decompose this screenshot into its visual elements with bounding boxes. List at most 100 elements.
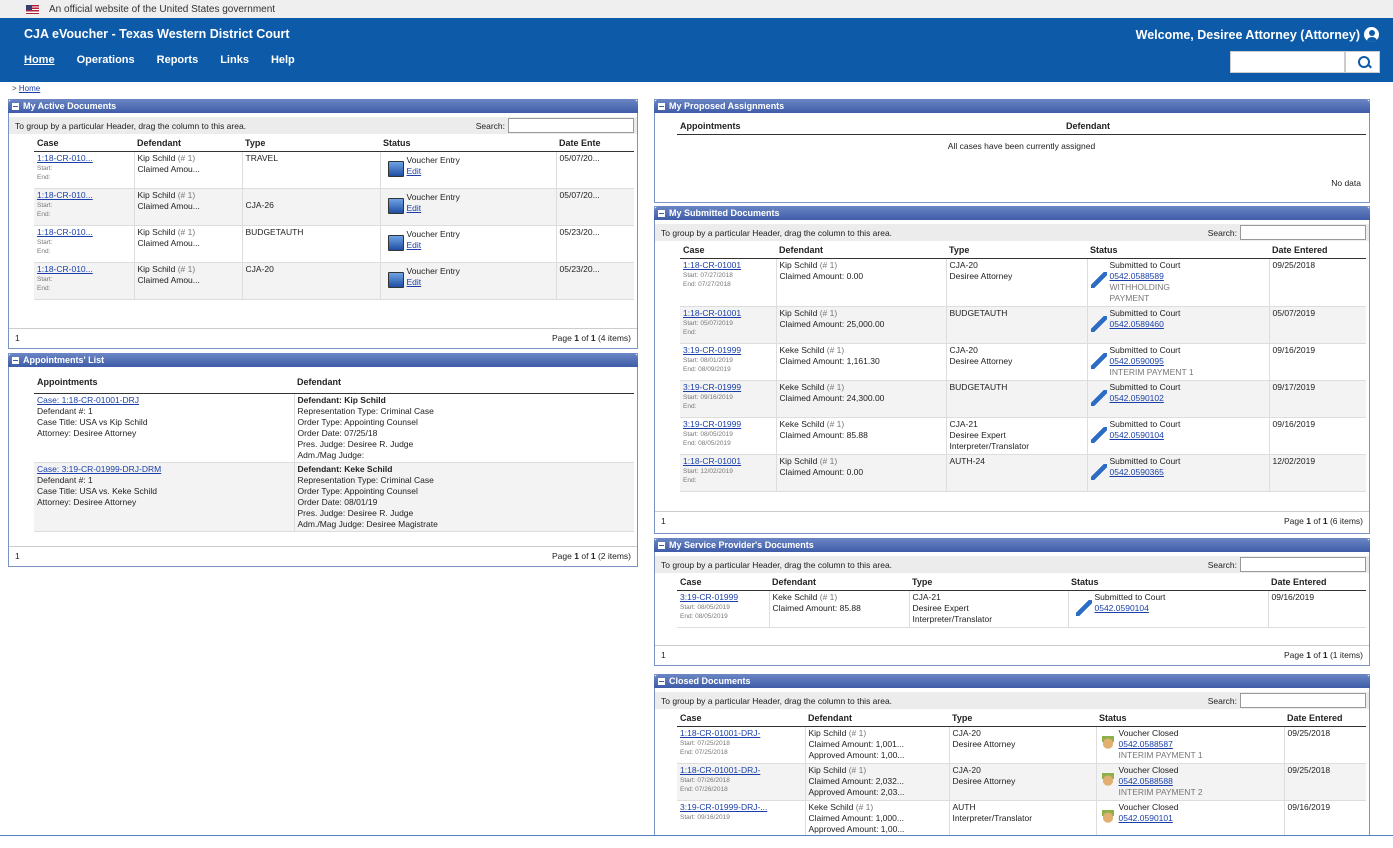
col-date[interactable]: Date Entered bbox=[1268, 575, 1366, 591]
table-row[interactable]: 3:19-CR-01999 Start: 08/05/2019 End: 08/05… bbox=[680, 417, 1366, 455]
proposed-assignments-header[interactable]: My Proposed Assignments bbox=[654, 99, 1370, 113]
edit-link[interactable]: Edit bbox=[406, 276, 422, 287]
col-date[interactable]: Date Entered bbox=[1269, 243, 1366, 259]
nav-help[interactable]: Help bbox=[270, 54, 295, 66]
table-row[interactable]: 3:19-CR-01999 Start: 09/16/2019 End: Keke S… bbox=[680, 380, 1366, 418]
collapse-icon[interactable] bbox=[12, 102, 19, 110]
group-by-area[interactable]: To group by a particular Header, drag th… bbox=[655, 224, 1369, 241]
col-case[interactable]: Case bbox=[677, 711, 805, 727]
collapse-icon[interactable] bbox=[658, 102, 665, 110]
collapse-icon[interactable] bbox=[658, 677, 665, 685]
case-link[interactable]: 1:18-CR-010... bbox=[37, 152, 93, 163]
col-status[interactable]: Status bbox=[1068, 575, 1268, 591]
table-row[interactable]: Case: 1:18-CR-01001-DRJ Defendant #: 1 Cas… bbox=[34, 393, 634, 463]
nav-operations[interactable]: Operations bbox=[76, 54, 135, 66]
provider-documents-header[interactable]: My Service Provider's Documents bbox=[654, 538, 1370, 552]
case-link[interactable]: 3:19-CR-01999 bbox=[683, 419, 742, 429]
case-link[interactable]: 3:19-CR-01999-DRJ-... bbox=[680, 801, 768, 812]
col-appointments[interactable]: Appointments bbox=[677, 119, 1063, 135]
user-account-icon[interactable] bbox=[1364, 27, 1379, 42]
voucher-link[interactable]: 0542.0588589 bbox=[1109, 270, 1164, 281]
case-link[interactable]: Case: 3:19-CR-01999-DRJ-DRM bbox=[37, 463, 162, 474]
case-link[interactable]: Case: 1:18-CR-01001-DRJ bbox=[37, 394, 140, 405]
group-by-area[interactable]: To group by a particular Header, drag th… bbox=[655, 692, 1369, 709]
case-link[interactable]: 1:18-CR-01001 bbox=[683, 456, 742, 466]
table-row[interactable]: 1:18-CR-010... Start: End: Kip Schild (# 1… bbox=[34, 151, 634, 189]
group-by-area[interactable]: To group by a particular Header, drag th… bbox=[9, 117, 637, 134]
page-number[interactable]: 1 bbox=[15, 550, 20, 561]
nav-home[interactable]: Home bbox=[24, 54, 55, 66]
provider-search-input[interactable] bbox=[1240, 557, 1366, 572]
closed-documents-header[interactable]: Closed Documents bbox=[654, 674, 1370, 688]
collapse-icon[interactable] bbox=[658, 209, 665, 217]
voucher-link[interactable]: 0542.0589460 bbox=[1109, 319, 1164, 329]
table-row[interactable]: Case: 3:19-CR-01999-DRJ-DRM Defendant #: … bbox=[34, 462, 634, 532]
appointments-header[interactable]: Appointments' List bbox=[8, 353, 638, 367]
table-row[interactable]: 1:18-CR-01001-DRJ- Start: 07/25/2018 End: … bbox=[677, 726, 1366, 764]
table-row[interactable]: 1:18-CR-01001 Start: 07/27/2018 End: 07/27… bbox=[680, 258, 1366, 307]
voucher-link[interactable]: 0542.0590365 bbox=[1109, 467, 1164, 477]
nav-links[interactable]: Links bbox=[220, 54, 249, 66]
page-number[interactable]: 1 bbox=[15, 332, 20, 343]
col-defendant[interactable]: Defendant bbox=[805, 711, 949, 727]
case-link[interactable]: 1:18-CR-01001-DRJ- bbox=[680, 727, 761, 738]
group-by-area[interactable]: To group by a particular Header, drag th… bbox=[655, 556, 1369, 573]
col-date[interactable]: Date Ente bbox=[556, 136, 634, 152]
col-defendant[interactable]: Defendant bbox=[769, 575, 909, 591]
case-link[interactable]: 1:18-CR-010... bbox=[37, 226, 93, 237]
case-link[interactable]: 1:18-CR-01001 bbox=[683, 259, 742, 270]
edit-link[interactable]: Edit bbox=[406, 239, 422, 250]
col-case[interactable]: Case bbox=[677, 575, 769, 591]
col-type[interactable]: Type bbox=[946, 243, 1087, 259]
collapse-icon[interactable] bbox=[12, 356, 19, 364]
case-link[interactable]: 1:18-CR-01001 bbox=[683, 308, 742, 318]
voucher-link[interactable]: 0542.0590104 bbox=[1109, 430, 1164, 440]
case-link[interactable]: 3:19-CR-01999 bbox=[680, 591, 739, 602]
col-case[interactable]: Case bbox=[34, 136, 134, 152]
voucher-link[interactable]: 0542.0590104 bbox=[1094, 602, 1149, 613]
nav-reports[interactable]: Reports bbox=[156, 54, 199, 66]
edit-link[interactable]: Edit bbox=[406, 165, 422, 176]
voucher-link[interactable]: 0542.0588587 bbox=[1118, 738, 1173, 749]
col-appointments[interactable]: Appointments bbox=[34, 371, 294, 394]
col-type[interactable]: Type bbox=[909, 575, 1068, 591]
table-row[interactable]: 3:19-CR-01999 Start: 08/01/2019 End: 08/09… bbox=[680, 343, 1366, 381]
edit-link[interactable]: Edit bbox=[406, 202, 422, 213]
closed-search-input[interactable] bbox=[1240, 693, 1366, 708]
table-row[interactable]: 1:18-CR-010... Start: End: Kip Schild (# 1… bbox=[34, 262, 634, 300]
col-defendant[interactable]: Defendant bbox=[1063, 119, 1366, 135]
col-status[interactable]: Status bbox=[1096, 711, 1284, 727]
submitted-search-input[interactable] bbox=[1240, 225, 1366, 240]
active-search-input[interactable] bbox=[508, 118, 634, 133]
table-row[interactable]: 1:18-CR-01001 Start: 12/02/2019 End: Kip Sc… bbox=[680, 454, 1366, 492]
breadcrumb-home-link[interactable]: Home bbox=[18, 84, 41, 93]
welcome-message[interactable]: Welcome, Desiree Attorney (Attorney) bbox=[1136, 27, 1379, 42]
col-defendant[interactable]: Defendant bbox=[776, 243, 946, 259]
search-icon[interactable] bbox=[1345, 51, 1380, 73]
voucher-link[interactable]: 0542.0590101 bbox=[1118, 812, 1173, 823]
table-row[interactable]: 3:19-CR-01999 Start: 08/05/2019 End: 08/05… bbox=[677, 590, 1366, 628]
table-row[interactable]: 3:19-CR-01999-DRJ-... Start: 09/16/2019 Ke… bbox=[677, 800, 1366, 838]
col-type[interactable]: Type bbox=[242, 136, 380, 152]
col-type[interactable]: Type bbox=[949, 711, 1096, 727]
case-link[interactable]: 1:18-CR-010... bbox=[37, 263, 93, 274]
col-defendant[interactable]: Defendant bbox=[294, 371, 634, 394]
collapse-icon[interactable] bbox=[658, 541, 665, 549]
col-case[interactable]: Case bbox=[680, 243, 776, 259]
col-date[interactable]: Date Entered bbox=[1284, 711, 1366, 727]
page-number[interactable]: 1 bbox=[661, 649, 666, 660]
case-link[interactable]: 3:19-CR-01999 bbox=[683, 382, 742, 392]
case-link[interactable]: 1:18-CR-01001-DRJ- bbox=[680, 764, 761, 775]
col-status[interactable]: Status bbox=[380, 136, 556, 152]
table-row[interactable]: 1:18-CR-010... Start: End: Kip Schild (# 1… bbox=[34, 225, 634, 263]
case-link[interactable]: 3:19-CR-01999 bbox=[683, 345, 742, 355]
voucher-link[interactable]: 0542.0588588 bbox=[1118, 775, 1173, 786]
search-input[interactable] bbox=[1230, 51, 1345, 73]
table-row[interactable]: 1:18-CR-01001 Start: 05/07/2019 End: Kip Sc… bbox=[680, 306, 1366, 344]
submitted-documents-header[interactable]: My Submitted Documents bbox=[654, 206, 1370, 220]
col-status[interactable]: Status bbox=[1087, 243, 1269, 259]
page-number[interactable]: 1 bbox=[661, 515, 666, 526]
voucher-link[interactable]: 0542.0590102 bbox=[1109, 393, 1164, 403]
table-row[interactable]: 1:18-CR-01001-DRJ- Start: 07/26/2018 End: … bbox=[677, 763, 1366, 801]
col-defendant[interactable]: Defendant bbox=[134, 136, 242, 152]
